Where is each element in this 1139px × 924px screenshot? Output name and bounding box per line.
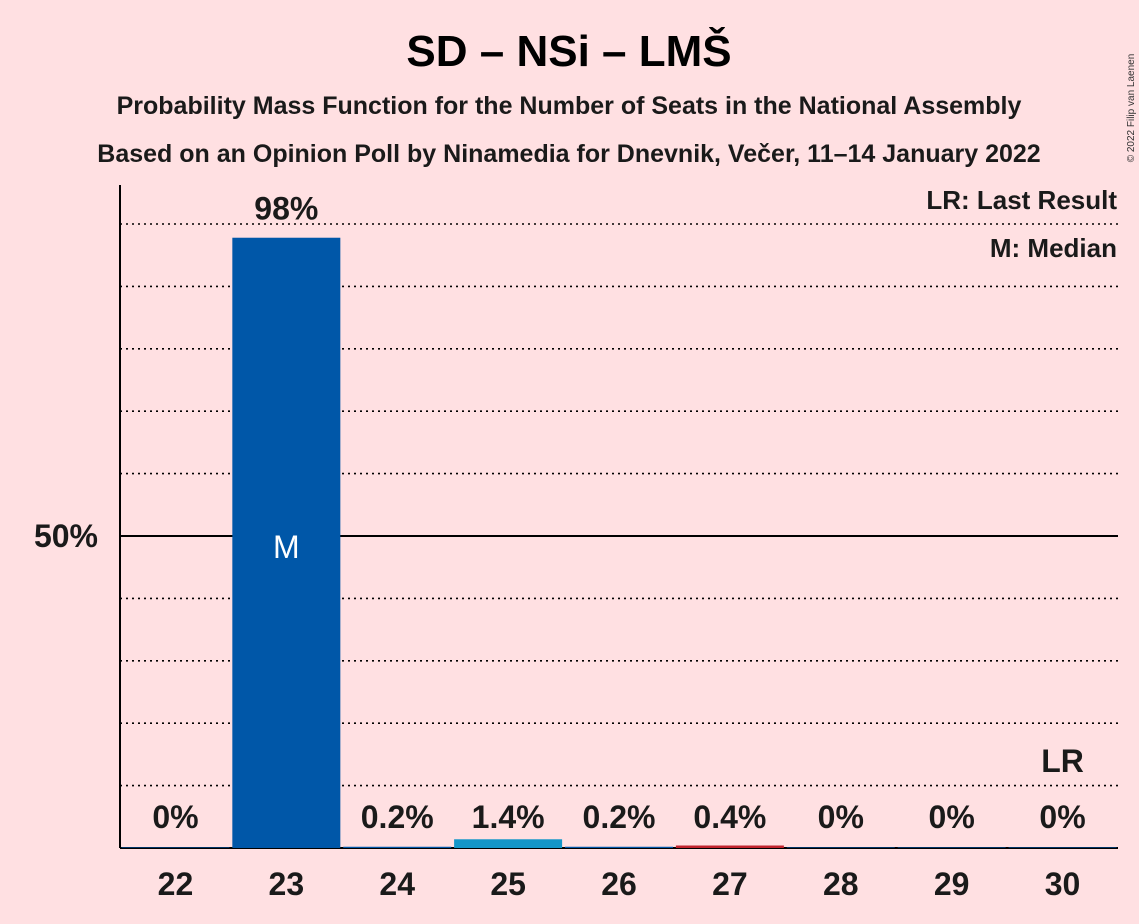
- bar-27: [675, 845, 784, 848]
- x-tick-label-23: 23: [269, 866, 305, 902]
- y-tick-label: 50%: [34, 518, 98, 554]
- legend-median: M: Median: [990, 233, 1117, 263]
- labels: 50% 0% 22 98% 23 M 0.2% 24 1.4% 25 0.2% 26 0.4% 27 0% 2…: [34, 191, 1086, 902]
- x-tick-label-24: 24: [379, 866, 415, 902]
- x-tick-label-27: 27: [712, 866, 748, 902]
- chart-subtitle-2: Based on an Opinion Poll by Ninamedia fo…: [97, 140, 1040, 168]
- bars: [121, 237, 1117, 848]
- bar-30: [1008, 847, 1117, 848]
- x-tick-label-30: 30: [1045, 866, 1081, 902]
- last-result-marker: LR: [1041, 743, 1084, 779]
- value-label-24: 0.2%: [361, 799, 434, 835]
- x-tick-label-25: 25: [490, 866, 526, 902]
- value-label-27: 0.4%: [693, 799, 766, 835]
- copyright-notice: © 2022 Filip van Laenen: [1126, 54, 1137, 163]
- bar-24: [343, 846, 452, 848]
- x-tick-label-26: 26: [601, 866, 637, 902]
- legend-last-result: LR: Last Result: [926, 185, 1117, 215]
- bar-29: [897, 847, 1006, 848]
- chart-subtitle-1: Probability Mass Function for the Number…: [117, 92, 1022, 120]
- bar-25: [454, 839, 563, 848]
- value-label-22: 0%: [152, 799, 198, 835]
- value-label-23: 98%: [254, 191, 318, 227]
- bar-28: [786, 847, 895, 848]
- bar-23: [232, 237, 341, 848]
- value-label-29: 0%: [929, 799, 975, 835]
- median-marker: M: [273, 529, 300, 565]
- bar-22: [121, 847, 230, 848]
- bar-26: [565, 846, 673, 848]
- value-label-25: 1.4%: [472, 799, 545, 835]
- value-label-26: 0.2%: [583, 799, 656, 835]
- x-tick-label-28: 28: [823, 866, 859, 902]
- x-tick-label-22: 22: [158, 866, 194, 902]
- value-label-30: 0%: [1039, 799, 1085, 835]
- chart-title: SD – NSi – LMŠ: [406, 25, 731, 76]
- value-label-28: 0%: [818, 799, 864, 835]
- x-tick-label-29: 29: [934, 866, 970, 902]
